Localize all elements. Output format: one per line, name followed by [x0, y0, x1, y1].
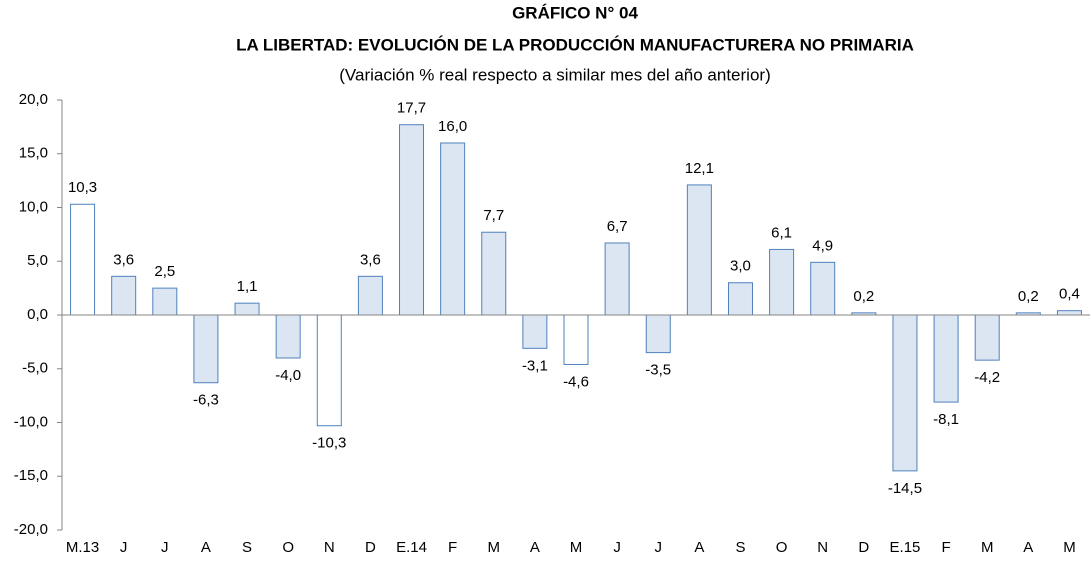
- bar: [563, 314, 589, 365]
- chart-description: (Variación % real respecto a similar mes…: [339, 65, 770, 84]
- x-tick-label: N: [324, 539, 335, 556]
- value-label: -4,6: [563, 373, 589, 390]
- bar: [810, 261, 836, 316]
- x-tick-label: J: [161, 539, 169, 556]
- y-tick-label: 20,0: [19, 91, 48, 108]
- bar: [1056, 310, 1082, 316]
- y-tick-label: 10,0: [19, 198, 48, 215]
- value-label: 0,4: [1059, 286, 1080, 303]
- x-tick-label: M: [570, 539, 583, 556]
- x-tick-label: O: [776, 539, 788, 556]
- value-label: 3,6: [360, 251, 381, 268]
- x-tick-label: A: [1023, 539, 1033, 556]
- bar: [974, 314, 1000, 361]
- bar: [481, 231, 507, 316]
- value-label: 17,7: [397, 100, 426, 117]
- bar: [440, 142, 466, 316]
- bar: [645, 314, 671, 354]
- value-label: 4,9: [812, 237, 833, 254]
- x-tick-label: O: [282, 539, 294, 556]
- y-tick-label: 0,0: [27, 306, 48, 323]
- value-label: 6,7: [607, 218, 628, 235]
- value-label: 6,1: [771, 224, 792, 241]
- value-label: 10,3: [68, 179, 97, 196]
- value-label: 12,1: [685, 160, 714, 177]
- value-label: 3,0: [730, 258, 751, 275]
- y-tick-label: -10,0: [14, 413, 48, 430]
- x-tick-label: S: [242, 539, 252, 556]
- bar: [234, 302, 260, 316]
- x-tick-label: M.13: [66, 539, 99, 556]
- bar: [193, 314, 219, 384]
- bar: [686, 184, 712, 316]
- y-tick-label: -15,0: [14, 467, 48, 484]
- bar: [604, 242, 630, 316]
- y-tick-label: -5,0: [22, 360, 48, 377]
- x-tick-label: D: [365, 539, 376, 556]
- bar: [275, 314, 301, 359]
- x-tick-label: S: [735, 539, 745, 556]
- x-tick-label: E.14: [396, 539, 427, 556]
- value-label: 16,0: [438, 118, 467, 135]
- value-label: -14,5: [888, 480, 922, 497]
- y-tick-label: 5,0: [27, 252, 48, 269]
- value-label: 1,1: [237, 278, 258, 295]
- value-label: 2,5: [154, 263, 175, 280]
- bar: [933, 314, 959, 403]
- x-tick-label: A: [694, 539, 704, 556]
- chart-title: GRÁFICO N° 04: [512, 3, 638, 22]
- y-tick-label: 15,0: [19, 145, 48, 162]
- chart-subtitle: LA LIBERTAD: EVOLUCIÓN DE LA PRODUCCIÓN …: [236, 35, 914, 54]
- value-label: -10,3: [312, 435, 346, 452]
- x-tick-label: J: [613, 539, 621, 556]
- x-tick-label: M: [488, 539, 501, 556]
- x-tick-label: M: [981, 539, 994, 556]
- value-label: 7,7: [483, 207, 504, 224]
- value-label: -6,3: [193, 392, 219, 409]
- bar: [152, 287, 178, 316]
- x-tick-label: J: [120, 539, 128, 556]
- value-label: -8,1: [933, 411, 959, 428]
- x-tick-label: J: [654, 539, 662, 556]
- x-tick-label: M: [1063, 539, 1076, 556]
- value-label: 3,6: [113, 251, 134, 268]
- bar: [727, 282, 753, 316]
- x-tick-label: F: [448, 539, 457, 556]
- bar: [769, 248, 795, 316]
- value-label: -4,0: [275, 367, 301, 384]
- x-tick-label: D: [858, 539, 869, 556]
- x-tick-label: A: [201, 539, 211, 556]
- value-label: 0,2: [1018, 288, 1039, 305]
- bar: [111, 275, 137, 316]
- x-tick-label: A: [530, 539, 540, 556]
- bar: [522, 314, 548, 349]
- y-tick-label: -20,0: [14, 521, 48, 538]
- x-tick-label: N: [817, 539, 828, 556]
- bar: [892, 314, 918, 472]
- bar: [357, 275, 383, 316]
- value-label: -3,5: [645, 362, 671, 379]
- bar: [70, 203, 96, 316]
- value-label: -3,1: [522, 357, 548, 374]
- x-tick-label: E.15: [890, 539, 921, 556]
- bar: [399, 124, 425, 316]
- bar: [316, 314, 342, 427]
- value-label: -4,2: [974, 369, 1000, 386]
- x-tick-label: F: [941, 539, 950, 556]
- value-label: 0,2: [853, 288, 874, 305]
